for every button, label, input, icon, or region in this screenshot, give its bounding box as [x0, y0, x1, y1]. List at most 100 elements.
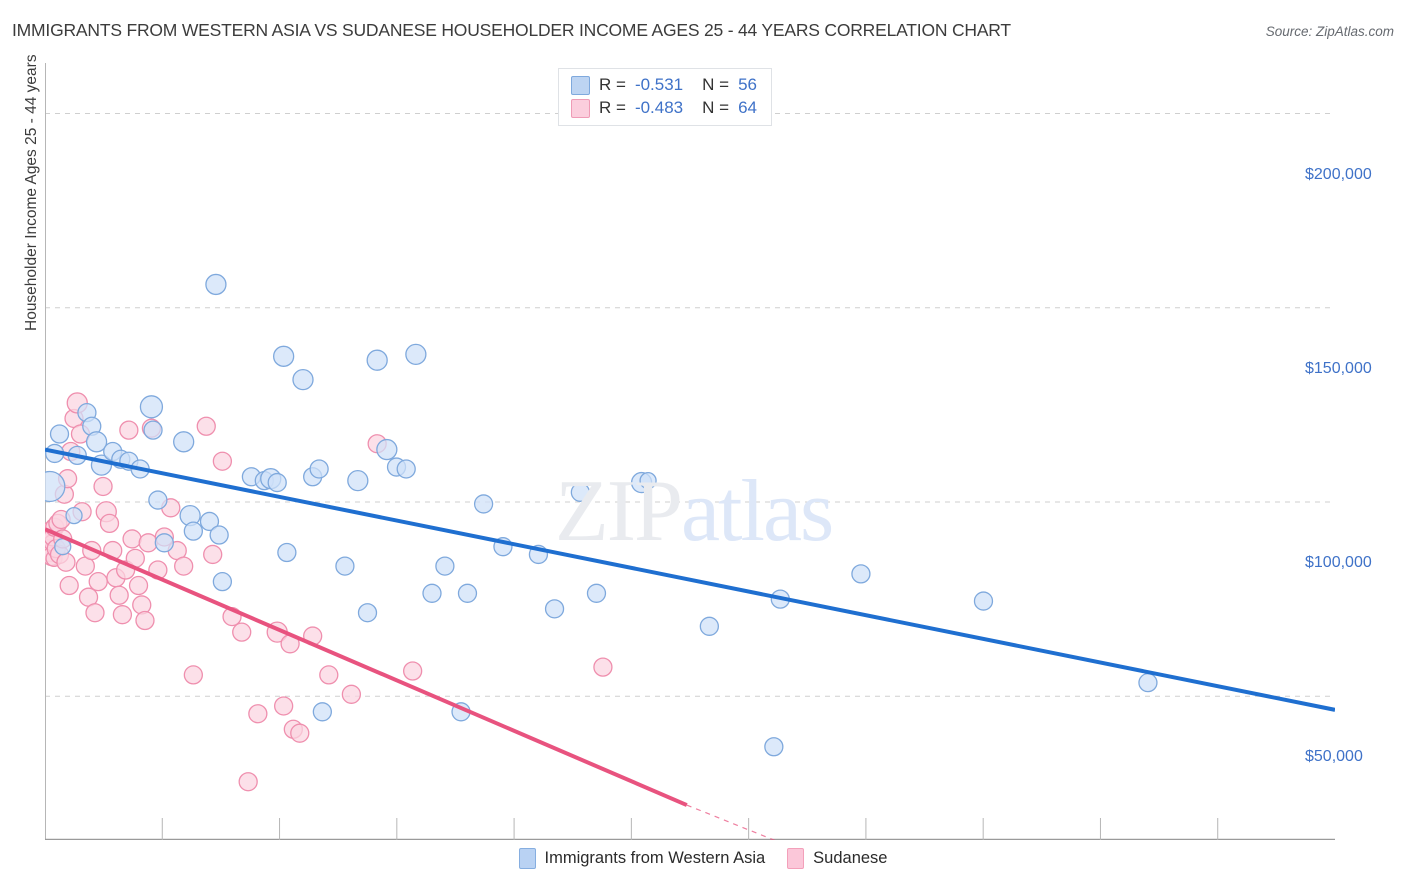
data-point [49, 424, 70, 444]
scatter-plot-svg [45, 63, 1335, 840]
data-point [135, 610, 155, 631]
data-point [99, 513, 120, 534]
data-point [396, 459, 416, 479]
n-label: N = [702, 75, 730, 94]
data-point [570, 482, 590, 502]
data-point [85, 431, 108, 453]
data-point [205, 273, 227, 296]
legend-item-sudanese[interactable]: Sudanese [787, 848, 888, 869]
data-point [238, 772, 258, 792]
data-point [473, 494, 494, 514]
data-point [209, 525, 229, 545]
data-point [309, 459, 329, 479]
page-title: IMMIGRANTS FROM WESTERN ASIA VS SUDANESE… [12, 20, 1011, 40]
x-axis-ticks [161, 818, 1219, 840]
data-point [341, 684, 362, 704]
data-point [109, 585, 129, 605]
data-point [347, 469, 369, 492]
data-point [139, 395, 164, 419]
data-point [851, 564, 871, 584]
data-point [267, 472, 287, 493]
data-point [143, 420, 163, 440]
r-value: -0.531 [634, 75, 684, 94]
data-point [376, 438, 398, 461]
legend-swatch-western-asia-icon [518, 848, 536, 869]
data-point [248, 704, 268, 724]
data-point [183, 665, 204, 685]
r-value: -0.483 [634, 98, 684, 117]
data-point [273, 696, 294, 716]
data-point [85, 603, 105, 623]
y-axis-title: Householder Income Ages 25 - 44 years [23, 54, 40, 331]
data-point [88, 571, 108, 592]
n-value: 56 [738, 75, 757, 94]
data-point [212, 571, 233, 592]
data-point [183, 521, 204, 541]
data-point [65, 506, 83, 525]
legend-swatch-pink-icon [571, 98, 590, 118]
n-value: 64 [738, 98, 757, 117]
data-point [357, 603, 378, 623]
data-point [122, 529, 142, 549]
data-point [312, 702, 333, 722]
data-point [212, 451, 233, 471]
data-point [173, 431, 195, 453]
data-point [59, 575, 79, 596]
legend-item-western-asia[interactable]: Immigrants from Western Asia [518, 848, 766, 869]
plot-area: ZIPatlas Householder Income Ages 25 - 44… [23, 54, 1372, 840]
trendline-extension [686, 804, 776, 840]
data-point [435, 556, 455, 576]
trendline [45, 527, 688, 807]
data-point [764, 737, 784, 757]
correlation-stats-legend: R = -0.531 N = 56 R = -0.483 N = 64 [558, 68, 772, 126]
trendline [45, 447, 1335, 712]
data-point [292, 368, 314, 391]
data-point [112, 605, 133, 625]
legend-swatch-sudanese-icon [787, 848, 805, 869]
data-point [973, 591, 994, 611]
data-point [457, 583, 478, 603]
data-point [132, 595, 152, 615]
gridlines [45, 113, 1335, 697]
axes [45, 63, 1335, 840]
data-points-western-asia [45, 273, 1158, 757]
y-tick-label: $200,000 [1305, 165, 1372, 183]
stats-row-sudanese: R = -0.483 N = 64 [571, 98, 757, 118]
data-point [128, 575, 149, 596]
data-point [56, 552, 76, 572]
data-point [422, 583, 442, 603]
data-point [196, 416, 216, 436]
data-point [154, 533, 174, 553]
data-point [1138, 673, 1158, 693]
data-point [272, 345, 295, 367]
data-point [290, 723, 310, 743]
data-point [138, 533, 158, 553]
trendlines [45, 447, 1335, 840]
data-point [319, 665, 339, 685]
data-point [119, 420, 139, 440]
legend-label-sudanese: Sudanese [813, 849, 888, 867]
data-point [277, 542, 297, 563]
r-label: R = [599, 98, 626, 117]
data-point [174, 556, 194, 576]
data-point [335, 556, 355, 576]
y-tick-label: $50,000 [1305, 748, 1363, 766]
legend-label-western-asia: Immigrants from Western Asia [544, 849, 766, 867]
data-point [639, 471, 657, 490]
source-label: Source: ZipAtlas.com [1265, 24, 1394, 39]
series-legend: Immigrants from Western Asia Sudanese [0, 848, 1406, 869]
data-point [148, 490, 168, 510]
y-tick-label: $150,000 [1305, 359, 1372, 377]
n-label: N = [702, 98, 730, 117]
data-point [586, 583, 607, 603]
data-point [405, 343, 427, 366]
data-point [544, 599, 565, 619]
data-point [366, 349, 388, 371]
legend-swatch-blue-icon [571, 75, 590, 95]
data-point [203, 544, 223, 565]
y-tick-label: $100,000 [1305, 554, 1372, 571]
data-point [199, 511, 220, 532]
data-point [593, 657, 613, 677]
stats-row-western-asia: R = -0.531 N = 56 [571, 75, 757, 95]
